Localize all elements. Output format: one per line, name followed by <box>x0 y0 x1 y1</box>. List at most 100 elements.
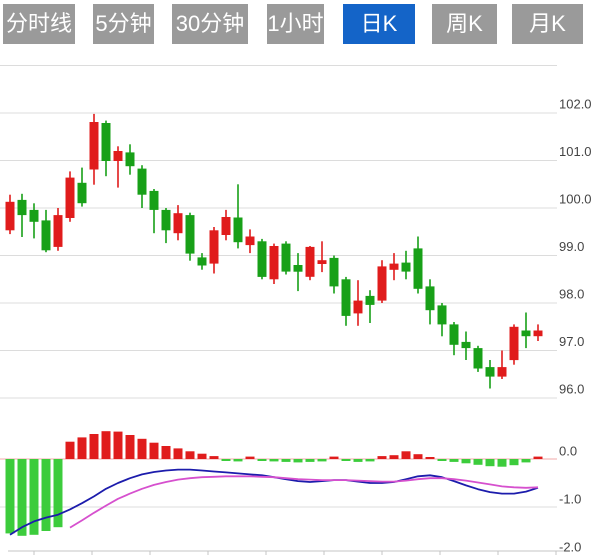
macd-tick-label: -1.0 <box>559 492 581 507</box>
candle-body <box>509 326 519 361</box>
macd-bar <box>377 456 387 459</box>
tab-1hour[interactable]: 1小时 <box>267 4 324 44</box>
candle-body <box>341 279 351 316</box>
macd-bar <box>221 459 231 461</box>
price-tick-label: 102.0 <box>559 97 592 112</box>
macd-bar <box>17 459 27 536</box>
macd-bar <box>413 454 423 459</box>
macd-bar <box>53 459 63 528</box>
macd-bar <box>257 459 267 461</box>
price-tick-label: 99.0 <box>559 239 584 254</box>
candle-body <box>377 266 387 301</box>
candle-body <box>473 348 483 369</box>
period-tabbar: 分时线 5分钟 30分钟 1小时 日K 周K 月K <box>0 0 604 48</box>
candle-body <box>533 330 543 337</box>
candle-body <box>449 324 459 345</box>
candle-body <box>401 262 411 272</box>
candle-body <box>497 367 507 377</box>
x-axis <box>8 550 568 555</box>
macd-bar <box>389 455 399 459</box>
candle-body <box>281 243 291 272</box>
candle-body <box>257 241 267 277</box>
candle-body <box>293 265 303 272</box>
macd-bar <box>473 459 483 465</box>
macd-bar <box>125 435 135 459</box>
macd-bar <box>65 441 75 459</box>
macd-bar <box>533 456 543 459</box>
tab-monthly-k[interactable]: 月K <box>512 4 583 44</box>
price-tick-label: 98.0 <box>559 287 584 302</box>
macd-bar <box>329 456 339 459</box>
candle-body <box>425 286 435 311</box>
candle-body <box>305 246 315 277</box>
candle-body <box>101 123 111 161</box>
price-tick-label: 97.0 <box>559 334 584 349</box>
macd-histogram <box>5 431 543 536</box>
macd-bar <box>293 459 303 463</box>
candle-body <box>17 199 27 216</box>
macd-bar <box>401 451 411 459</box>
candle-body <box>329 257 339 287</box>
macd-bar <box>233 459 243 462</box>
candle-body <box>317 260 327 264</box>
candle-body <box>233 217 243 243</box>
candle-body <box>161 209 171 231</box>
macd-bar <box>425 457 435 459</box>
price-tick-label: 101.0 <box>559 144 592 159</box>
macd-tick-label: -2.0 <box>559 540 581 555</box>
macd-bar <box>77 437 87 459</box>
macd-bar <box>5 459 15 534</box>
price-tick-label: 100.0 <box>559 192 592 207</box>
macd-bar <box>317 459 327 462</box>
macd-bar <box>149 442 159 459</box>
candle-body <box>5 201 15 231</box>
macd-bar <box>197 453 207 459</box>
candle-body <box>185 215 195 254</box>
macd-bar <box>269 459 279 462</box>
candle-body <box>65 177 75 218</box>
candle-body <box>413 248 423 289</box>
macd-bar <box>485 459 495 467</box>
tab-5min[interactable]: 5分钟 <box>93 4 154 44</box>
macd-bar <box>41 459 51 531</box>
candle-body <box>89 122 99 170</box>
macd-bar <box>449 459 459 462</box>
candle-body <box>437 305 447 325</box>
y-axis-labels: 102.0 101.0 100.0 99.0 98.0 97.0 96.0 0.0 -1.0 -2… <box>559 97 592 555</box>
tab-weekly-k[interactable]: 周K <box>432 4 497 44</box>
macd-bar <box>101 431 111 459</box>
macd-tick-label: 0.0 <box>559 444 577 459</box>
candle-body <box>245 236 255 246</box>
macd-bar <box>353 459 363 462</box>
macd-bar <box>341 459 351 461</box>
macd-bar <box>521 459 531 463</box>
macd-bar <box>161 446 171 459</box>
macd-bar <box>89 434 99 459</box>
macd-bar <box>281 459 291 462</box>
tab-daily-k[interactable]: 日K <box>343 4 415 44</box>
candle-body <box>125 152 135 167</box>
macd-bar <box>509 459 519 466</box>
candle-body <box>365 295 375 305</box>
price-tick-label: 96.0 <box>559 382 584 397</box>
candle-body <box>113 151 123 161</box>
macd-bar <box>437 459 447 461</box>
candle-body <box>149 190 159 210</box>
candles <box>5 113 543 389</box>
tab-minute-line[interactable]: 分时线 <box>3 4 75 44</box>
candle-body <box>461 341 471 349</box>
macd-bar <box>185 451 195 459</box>
candle-body <box>77 182 87 204</box>
candle-body <box>29 209 39 222</box>
macd-bar <box>209 456 219 459</box>
macd-bar <box>137 438 147 459</box>
candle-body <box>209 230 219 264</box>
candle-body <box>521 330 531 337</box>
macd-bar <box>245 456 255 459</box>
candle-body <box>389 263 399 270</box>
candle-body <box>353 300 363 314</box>
tab-30min[interactable]: 30分钟 <box>172 4 248 44</box>
candle-body <box>269 246 279 280</box>
